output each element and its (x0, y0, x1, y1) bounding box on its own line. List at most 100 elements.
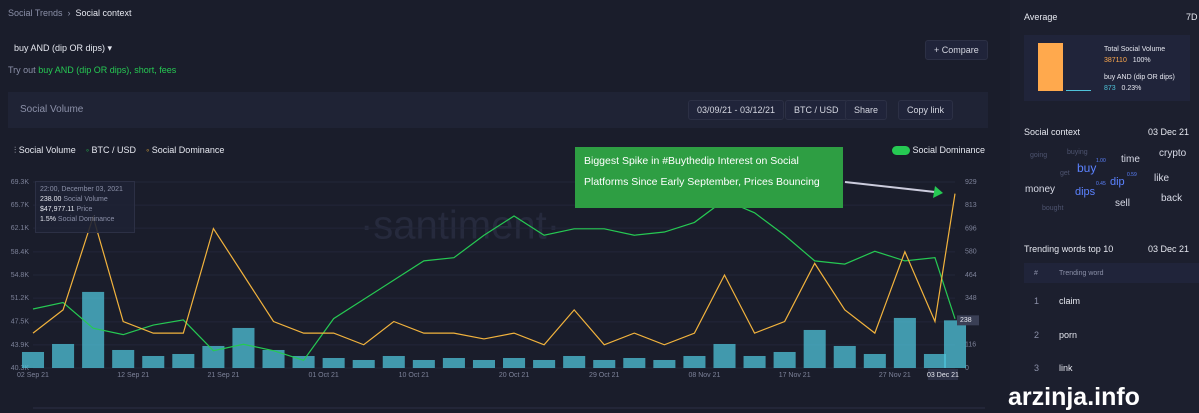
avg-share: 0.23% (1121, 85, 1142, 92)
tooltip-value: 238.00 (40, 196, 62, 203)
trend-word[interactable]: porn (1059, 330, 1078, 340)
link[interactable]: buy AND (dip OR dips), (38, 65, 132, 75)
x-tick-label: 02 Sep 21 (17, 372, 49, 379)
panel-title: Social Volume (20, 104, 84, 115)
y2-tick-label: 464 (965, 272, 977, 279)
side-title: Social context (1024, 127, 1081, 137)
period[interactable]: 7D (1186, 12, 1198, 22)
tooltip-value: 1.5% (40, 216, 56, 223)
tooltip-label: Price (76, 206, 93, 213)
crumb: Social context (75, 8, 132, 18)
volume-bar (593, 359, 616, 368)
avg-value: 873 (1104, 85, 1116, 92)
word-score: 0.59 (1127, 172, 1137, 178)
word[interactable]: buy (1077, 161, 1097, 175)
volume-bar (262, 349, 285, 368)
x-tick-label: 10 Oct 21 (399, 372, 429, 379)
pair[interactable]: BTC / USD (785, 100, 848, 120)
volume-bar (352, 359, 375, 368)
x-marker-label: 03 Dec 21 (927, 372, 959, 379)
link[interactable]: fees (159, 65, 177, 75)
side-title: Trending words top 10 (1024, 244, 1114, 254)
date: 03 Dec 21 (1148, 127, 1190, 137)
query-select[interactable]: buy AND (dip OR dips) ▾ (14, 43, 113, 53)
word[interactable]: sell (1115, 198, 1131, 209)
volume-bar (833, 345, 856, 368)
legend-item[interactable]: ◦ Social Dominance (146, 145, 225, 155)
word[interactable]: bought (1042, 205, 1064, 212)
volume-bar (743, 355, 766, 368)
x-tick-label: 08 Nov 21 (688, 372, 720, 379)
volume-bar (382, 355, 405, 368)
crumb[interactable]: Social Trends (8, 8, 63, 18)
y-tick-label: 40.3K (11, 365, 30, 372)
annotation-arrowhead (933, 186, 943, 198)
legend-label: Social Volume (18, 145, 76, 155)
th: Trending word (1059, 270, 1104, 277)
annotation: Biggest Spike in #Buythedip Interest on … (575, 147, 843, 208)
volume-bar (232, 327, 255, 368)
volume-bar (563, 355, 586, 368)
trend-word[interactable]: link (1059, 363, 1073, 373)
volume-bar (653, 359, 676, 368)
volume-bar (893, 317, 916, 368)
share[interactable]: Share (845, 100, 888, 120)
word[interactable]: money (1025, 184, 1056, 195)
date-range[interactable]: 03/09/21 - 03/12/21 (688, 100, 785, 120)
word[interactable]: back (1161, 193, 1183, 204)
y2-tick-label: 696 (965, 225, 977, 232)
word[interactable]: buying (1067, 149, 1088, 156)
copy-link[interactable]: Copy link (898, 100, 954, 120)
volume-bar (142, 355, 165, 368)
x-tick-label: 27 Nov 21 (879, 372, 911, 379)
avg-value: 387110 (1104, 57, 1127, 64)
volume-bar (472, 359, 496, 368)
trend-word[interactable]: claim (1059, 296, 1081, 306)
tooltip-value: $47,977.11 (40, 206, 75, 213)
compare-button[interactable]: + Compare (925, 40, 988, 60)
volume-bar (412, 359, 435, 368)
legend: ⫶ Social Volume ◦ BTC / USD ◦ Social Dom… (14, 145, 224, 156)
y-tick-label: 54.8K (11, 272, 30, 279)
tooltip: 22:00, December 03, 2021 238.00 Social V… (35, 181, 135, 233)
word[interactable]: like (1154, 173, 1170, 184)
y2-tick-label: 116 (965, 342, 976, 349)
word[interactable]: get (1060, 170, 1070, 177)
breadcrumb: Social Trends › Social context (8, 8, 132, 18)
word[interactable]: crypto (1159, 148, 1187, 159)
x-tick-label: 17 Nov 21 (779, 372, 811, 379)
x-tick-label: 20 Oct 21 (499, 372, 529, 379)
rank: 3 (1034, 363, 1040, 373)
toggle[interactable]: Social Dominance (892, 145, 986, 156)
query: buy AND (dip OR dips) (14, 43, 106, 53)
legend-item[interactable]: ◦ BTC / USD (85, 145, 137, 155)
volume-bar (442, 357, 465, 368)
rank: 2 (1034, 330, 1040, 340)
word[interactable]: going (1030, 152, 1048, 159)
average-bars (1038, 43, 1098, 91)
toggle-label: Social Dominance (912, 145, 986, 155)
link[interactable]: short, (134, 65, 157, 75)
word-score: 0.45 (1096, 181, 1106, 187)
site-watermark: arzinja.info (1008, 383, 1140, 411)
volume-bar (803, 329, 826, 368)
y-tick-label: 51.2K (11, 295, 30, 302)
annotation-arrow (844, 181, 936, 193)
prefix: Try out (8, 65, 36, 75)
volume-bar (713, 343, 736, 368)
word[interactable]: dips (1075, 186, 1096, 198)
word[interactable]: time (1121, 154, 1140, 165)
volume-bar (82, 291, 105, 368)
volume-bar (623, 357, 646, 368)
legend-item[interactable]: ⫶ Social Volume (14, 145, 76, 155)
series-line (32, 193, 956, 346)
word-score: 1.00 (1096, 158, 1106, 164)
y2-tick-label: 929 (965, 179, 977, 186)
table-header (1024, 263, 1199, 283)
y-tick-label: 47.5K (11, 319, 30, 326)
word[interactable]: dip (1110, 176, 1125, 188)
value-marker-label: 238 (960, 317, 972, 324)
y-tick-label: 69.3K (11, 179, 30, 186)
y2-tick-label: 348 (965, 295, 977, 302)
